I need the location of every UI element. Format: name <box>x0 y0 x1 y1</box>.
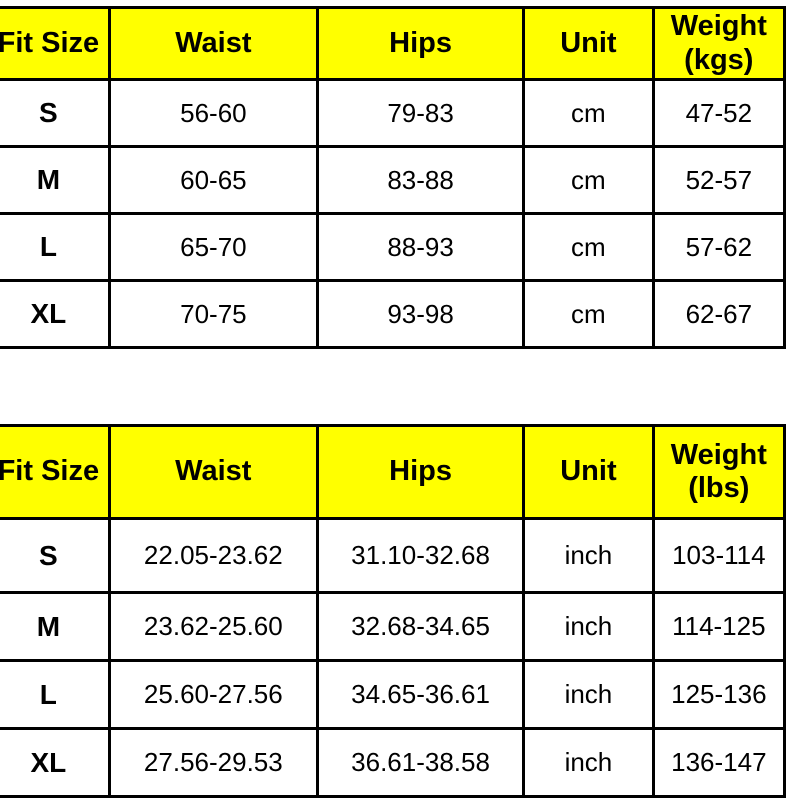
header-cell-fit-size: Fit Size <box>0 6 111 81</box>
size-cell: XL <box>0 727 111 798</box>
table-row-m: M 23.62-25.60 32.68-34.65 inch 114-125 <box>0 591 787 662</box>
unit-cell: cm <box>522 145 655 215</box>
size-cell: S <box>0 78 111 148</box>
size-cell: L <box>0 212 111 282</box>
size-cell: M <box>0 145 111 215</box>
unit-cell: cm <box>522 78 655 148</box>
hips-cell: 36.61-38.58 <box>315 727 526 798</box>
unit-cell: inch <box>522 591 655 662</box>
hips-cell: 32.68-34.65 <box>315 591 526 662</box>
waist-cell: 60-65 <box>107 145 320 215</box>
table-row-s: S 56-60 79-83 cm 47-52 <box>0 78 787 148</box>
size-cell: XL <box>0 279 111 349</box>
weight-cell: 52-57 <box>651 145 787 215</box>
table-row-m: M 60-65 83-88 cm 52-57 <box>0 145 787 215</box>
table-row-l: L 65-70 88-93 cm 57-62 <box>0 212 787 282</box>
table-row-xl: XL 70-75 93-98 cm 62-67 <box>0 279 787 349</box>
waist-cell: 22.05-23.62 <box>107 517 319 594</box>
header-cell-unit: Unit <box>522 6 655 81</box>
hips-cell: 31.10-32.68 <box>315 517 526 594</box>
header-cell-weight: Weight (kgs) <box>651 6 787 81</box>
size-cell: M <box>0 591 111 662</box>
unit-cell: cm <box>522 212 655 282</box>
unit-cell: inch <box>522 727 655 798</box>
waist-cell: 65-70 <box>107 212 320 282</box>
header-cell-hips: Hips <box>316 6 526 81</box>
waist-cell: 56-60 <box>107 78 320 148</box>
weight-cell: 47-52 <box>651 78 787 148</box>
weight-cell: 136-147 <box>651 727 787 798</box>
hips-cell: 79-83 <box>316 78 526 148</box>
table-header-row: Fit Size Waist Hips Unit Weight (lbs) <box>0 424 787 520</box>
header-cell-waist: Waist <box>107 6 320 81</box>
header-cell-unit: Unit <box>522 424 655 520</box>
waist-cell: 27.56-29.53 <box>107 727 319 798</box>
hips-cell: 34.65-36.61 <box>315 659 526 730</box>
hips-cell: 88-93 <box>316 212 526 282</box>
header-cell-hips: Hips <box>315 424 526 520</box>
size-chart-inch-table: Fit Size Waist Hips Unit Weight (lbs) S … <box>0 424 787 798</box>
hips-cell: 93-98 <box>316 279 526 349</box>
table-row-xl: XL 27.56-29.53 36.61-38.58 inch 136-147 <box>0 727 787 798</box>
table-row-l: L 25.60-27.56 34.65-36.61 inch 125-136 <box>0 659 787 730</box>
unit-cell: cm <box>522 279 655 349</box>
weight-cell: 103-114 <box>651 517 787 594</box>
size-chart-cm-table: Fit Size Waist Hips Unit Weight (kgs) S … <box>0 6 787 349</box>
header-cell-weight: Weight (lbs) <box>651 424 787 520</box>
waist-cell: 25.60-27.56 <box>107 659 319 730</box>
weight-cell: 57-62 <box>651 212 787 282</box>
weight-cell: 62-67 <box>651 279 787 349</box>
size-cell: S <box>0 517 111 594</box>
table-header-row: Fit Size Waist Hips Unit Weight (kgs) <box>0 6 787 81</box>
waist-cell: 70-75 <box>107 279 320 349</box>
header-cell-waist: Waist <box>107 424 319 520</box>
weight-cell: 125-136 <box>651 659 787 730</box>
weight-cell: 114-125 <box>651 591 787 662</box>
size-cell: L <box>0 659 111 730</box>
waist-cell: 23.62-25.60 <box>107 591 319 662</box>
unit-cell: inch <box>522 659 655 730</box>
unit-cell: inch <box>522 517 655 594</box>
hips-cell: 83-88 <box>316 145 526 215</box>
header-cell-fit-size: Fit Size <box>0 424 111 520</box>
table-row-s: S 22.05-23.62 31.10-32.68 inch 103-114 <box>0 517 787 594</box>
